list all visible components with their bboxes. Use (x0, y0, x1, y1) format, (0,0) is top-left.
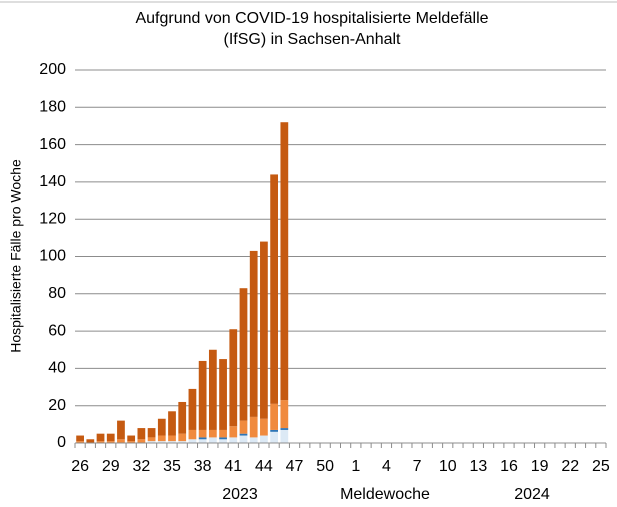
bar-segment (106, 433, 115, 442)
y-tick-label: 140 (39, 173, 66, 190)
bar-segment (239, 288, 248, 421)
bar-segment (198, 429, 207, 438)
x-tick-label: 41 (224, 458, 242, 475)
bar-segment (270, 429, 279, 432)
bar-segment (188, 388, 197, 430)
bar-segment (147, 428, 156, 438)
bar-segment (249, 416, 258, 438)
bar-segment (249, 437, 258, 443)
bar-segment (137, 439, 146, 443)
bar-segment (168, 411, 176, 436)
bar-segment (280, 400, 289, 429)
bar-segment (280, 122, 289, 401)
x-tick-label: 38 (194, 458, 212, 475)
bar-segment (96, 441, 105, 443)
bar-segment (76, 435, 84, 442)
x-tick-label: 7 (413, 458, 422, 475)
chart-title: Aufgrund von COVID-19 hospitalisierte Me… (135, 10, 488, 27)
bar-segment (219, 359, 227, 430)
bar-segment (270, 403, 279, 430)
y-tick-label: 100 (39, 248, 66, 265)
bar-segment (127, 435, 136, 442)
bar-segment (229, 426, 238, 438)
bar-segment (260, 241, 268, 419)
bar-segment (178, 441, 187, 443)
bar-segment (157, 435, 166, 442)
chart-title: (IfSG) in Sachsen-Anhalt (224, 31, 402, 48)
y-tick-label: 0 (57, 434, 66, 451)
bar-segment (188, 429, 197, 440)
x-tick-label: 19 (531, 458, 549, 475)
x-axis-label: Meldewoche (340, 486, 430, 503)
x-tick-label: 13 (469, 458, 487, 475)
bar-segment (249, 250, 258, 417)
y-tick-label: 200 (39, 61, 66, 78)
year-label: 2023 (222, 486, 258, 503)
bar-segment (198, 437, 207, 440)
bar-segment (178, 401, 187, 434)
x-tick-label: 29 (102, 458, 120, 475)
bar-segment (168, 441, 176, 443)
bar-segment (198, 439, 207, 443)
y-tick-label: 20 (48, 397, 66, 414)
bar-segment (96, 433, 105, 442)
y-tick-label: 80 (48, 285, 66, 302)
bar-segment (168, 435, 176, 442)
bar-segment (229, 329, 238, 427)
bar-segment (239, 420, 248, 434)
bar-segment (127, 441, 136, 443)
x-tick-label: 50 (316, 458, 334, 475)
bar-segment (208, 429, 217, 438)
bar-segment (280, 429, 289, 443)
bar-segment (219, 439, 227, 443)
y-axis-label: Hospitalisierte Fälle pro Woche (8, 159, 24, 353)
x-tick-label: 26 (71, 458, 89, 475)
bar-segment (86, 439, 95, 443)
x-tick-label: 47 (286, 458, 304, 475)
bar-segment (219, 429, 227, 438)
bar-segment (106, 441, 115, 443)
y-tick-label: 60 (48, 322, 66, 339)
bar-segment (147, 437, 156, 442)
bar-segment (117, 420, 125, 440)
x-tick-label: 25 (592, 458, 610, 475)
x-tick-label: 16 (500, 458, 518, 475)
bar-segment (198, 360, 207, 430)
y-tick-label: 180 (39, 99, 66, 116)
bar-segment (208, 349, 217, 430)
bar-segment (117, 439, 125, 443)
bar-segment (76, 441, 84, 443)
x-tick-label: 32 (132, 458, 150, 475)
x-tick-label: 10 (439, 458, 457, 475)
bar-segment (270, 431, 279, 443)
bar-segment (157, 441, 166, 443)
bar-segment (260, 418, 268, 436)
bar-segment (147, 441, 156, 443)
y-tick-label: 120 (39, 210, 66, 227)
y-tick-label: 40 (48, 360, 66, 377)
bar-segment (229, 437, 238, 443)
x-tick-label: 4 (382, 458, 391, 475)
bar-segment (188, 439, 197, 443)
bar-segment (157, 418, 166, 436)
x-tick-label: 22 (561, 458, 579, 475)
bar-segment (137, 428, 146, 440)
y-tick-label: 160 (39, 136, 66, 153)
bar-segment (239, 433, 248, 436)
bar-segment (260, 435, 268, 443)
year-label: 2024 (514, 486, 550, 503)
bar-segment (270, 174, 279, 404)
x-tick-label: 35 (163, 458, 181, 475)
x-tick-label: 44 (255, 458, 273, 475)
bar-segment (219, 437, 227, 440)
bar-segment (239, 435, 248, 443)
bar-segment (208, 437, 217, 443)
bar-segment (178, 433, 187, 442)
bar-segment (280, 428, 289, 430)
x-tick-label: 1 (351, 458, 360, 475)
